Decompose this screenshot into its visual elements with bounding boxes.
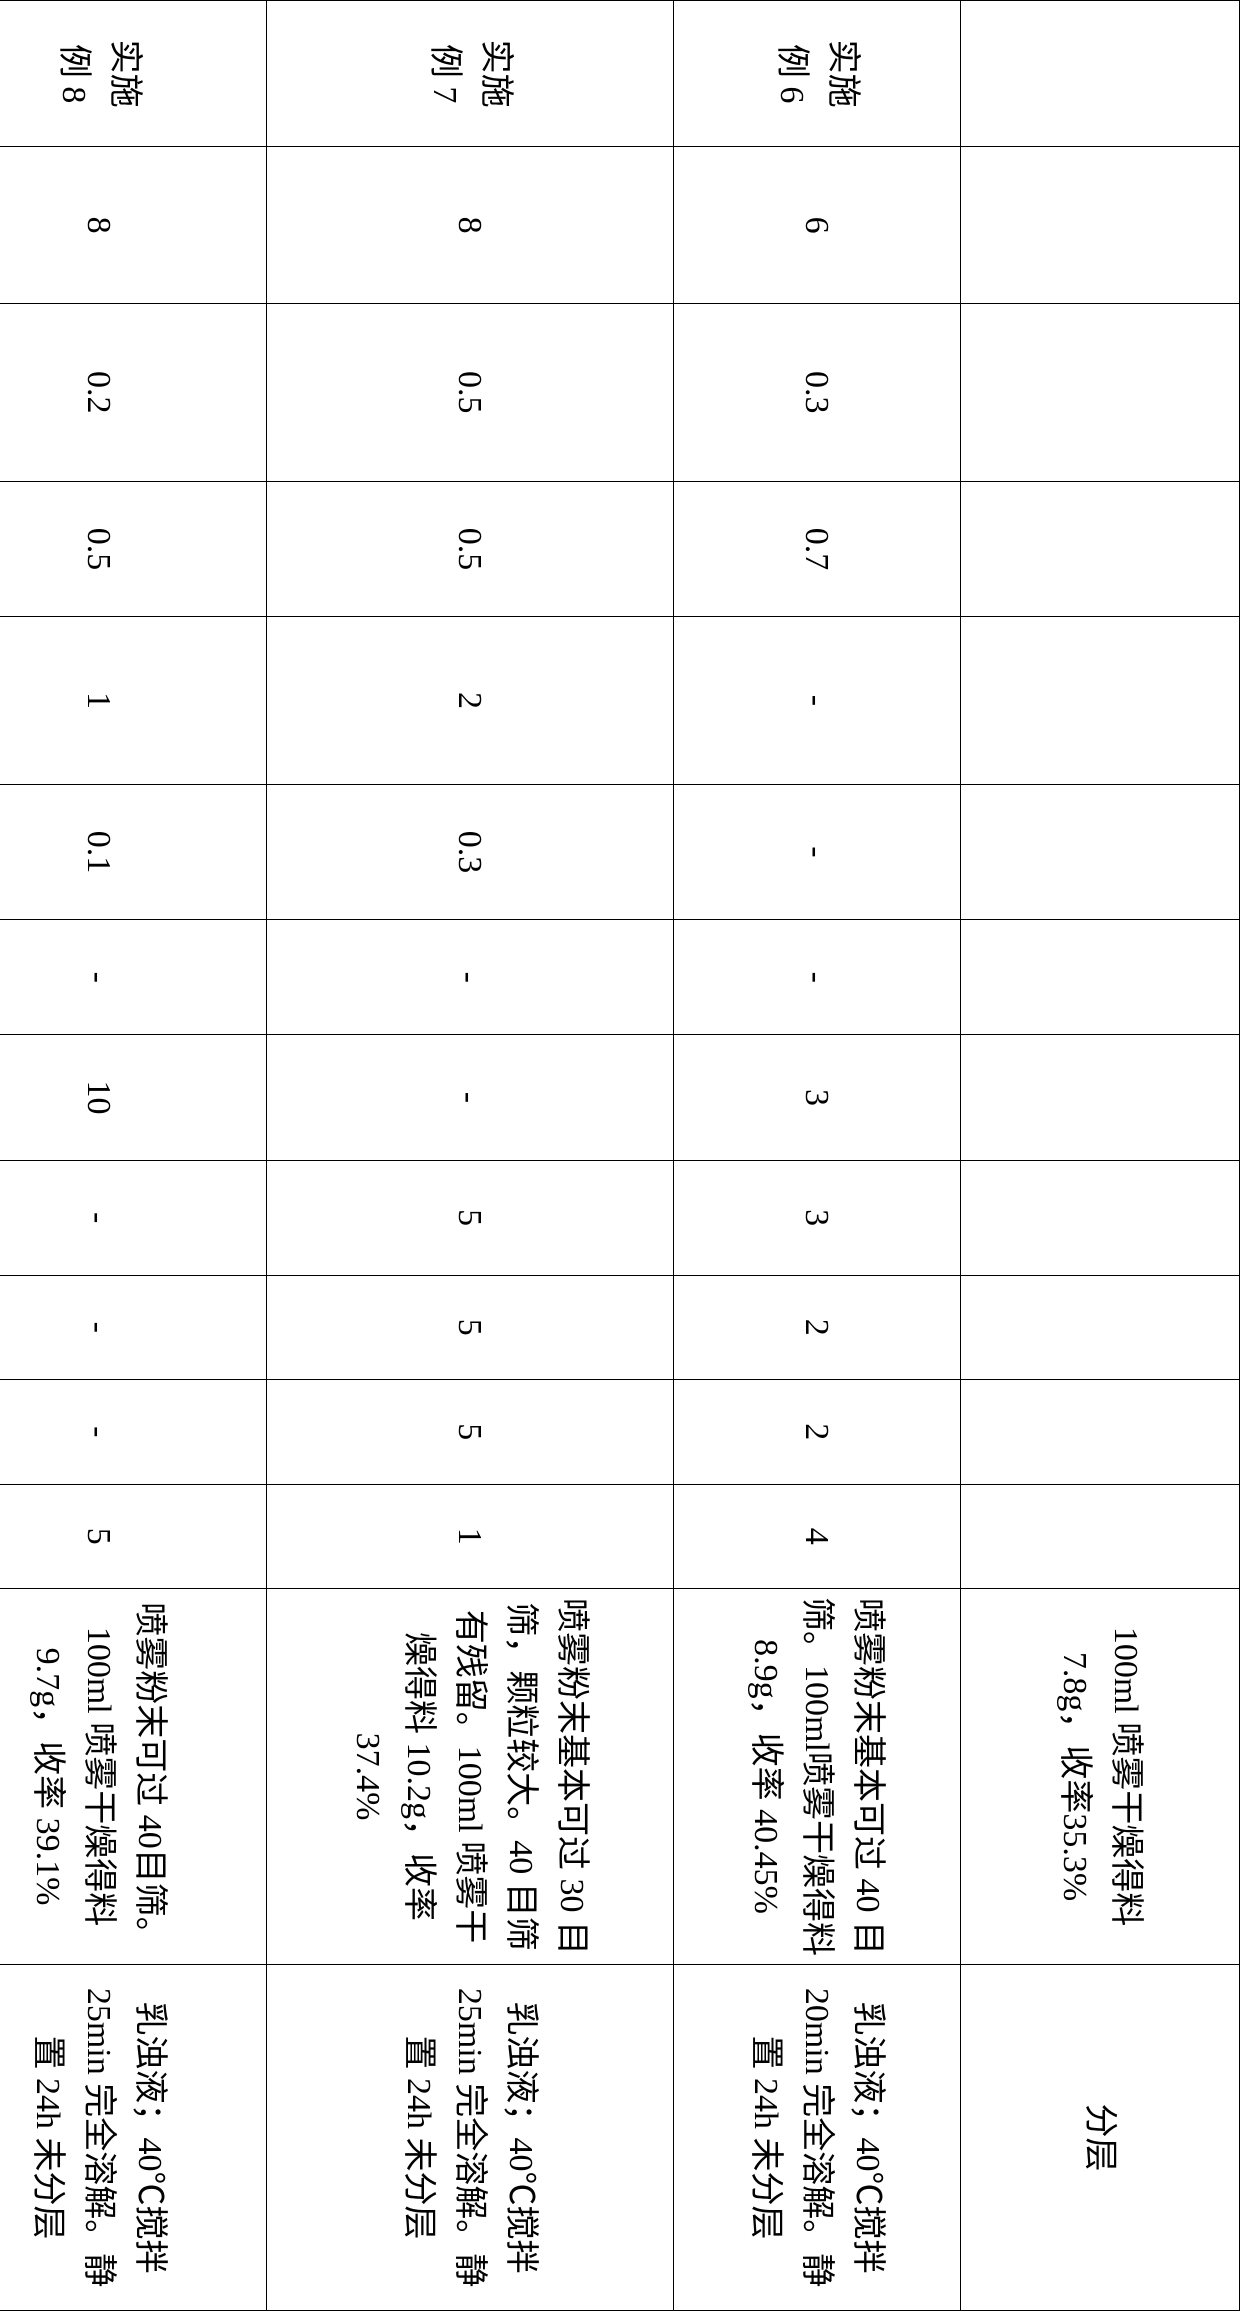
cell-value: - xyxy=(674,920,961,1035)
cell-value: 6 xyxy=(674,147,961,304)
cell-value: 5 xyxy=(0,1484,267,1588)
cell-value: - xyxy=(674,617,961,784)
cell-value: 1 xyxy=(267,1484,674,1588)
cell-blank xyxy=(961,1160,1240,1275)
cell-value: 5 xyxy=(267,1160,674,1275)
cell-value: 8 xyxy=(0,147,267,304)
cell-blank xyxy=(961,147,1240,304)
cell-result: 100ml 喷雾干燥得料 7.8g，收率35.3% xyxy=(961,1588,1240,1964)
cell-result: 喷雾粉末基本可过 30 目筛，颗粒较大。40 目筛有残留。100ml 喷雾干燥得… xyxy=(267,1588,674,1964)
cell-blank xyxy=(961,920,1240,1035)
cell-value: 0.1 xyxy=(0,784,267,920)
cell-blank xyxy=(961,1,1240,147)
label-line2: 例 6 xyxy=(773,44,810,104)
cell-value: - xyxy=(0,1160,267,1275)
label-line1: 实施 xyxy=(477,40,514,108)
cell-row-label: 实施 例 7 xyxy=(267,1,674,147)
label-line2: 例 7 xyxy=(426,44,463,104)
cell-value: 2 xyxy=(674,1275,961,1379)
cell-blank xyxy=(961,1484,1240,1588)
cell-value: 0.5 xyxy=(267,303,674,481)
cell-value: - xyxy=(267,920,674,1035)
cell-value: 0.2 xyxy=(0,303,267,481)
cell-blank xyxy=(961,303,1240,481)
cell-value: 2 xyxy=(674,1380,961,1484)
experiment-table: 100ml 喷雾干燥得料 7.8g，收率35.3% 分层 实施 例 6 6 0.… xyxy=(0,0,1240,2311)
cell-blank xyxy=(961,481,1240,617)
label-line1: 实施 xyxy=(106,40,143,108)
cell-value: 0.5 xyxy=(267,481,674,617)
cell-value: 0.7 xyxy=(674,481,961,617)
cell-value: 10 xyxy=(0,1035,267,1160)
cell-value: 3 xyxy=(674,1160,961,1275)
cell-blank xyxy=(961,1380,1240,1484)
cell-value: 8 xyxy=(267,147,674,304)
cell-row-label: 实施 例 6 xyxy=(674,1,961,147)
cell-value: 1 xyxy=(0,617,267,784)
cell-value: - xyxy=(0,1275,267,1379)
table-row: 100ml 喷雾干燥得料 7.8g，收率35.3% 分层 xyxy=(961,1,1240,2311)
cell-value: 0.3 xyxy=(267,784,674,920)
table-row: 实施 例 7 8 0.5 0.5 2 0.3 - - 5 5 5 1 喷雾粉末基… xyxy=(267,1,674,2311)
table-row: 实施 例 8 8 0.2 0.5 1 0.1 - 10 - - - 5 喷雾粉末… xyxy=(0,1,267,2311)
cell-value: 5 xyxy=(267,1275,674,1379)
cell-value: 0.3 xyxy=(674,303,961,481)
cell-value: 0.5 xyxy=(0,481,267,617)
document-table-wrapper: 100ml 喷雾干燥得料 7.8g，收率35.3% 分层 实施 例 6 6 0.… xyxy=(0,0,1240,2311)
cell-value: - xyxy=(0,1380,267,1484)
cell-blank xyxy=(961,1035,1240,1160)
cell-value: - xyxy=(0,920,267,1035)
cell-value: - xyxy=(674,784,961,920)
cell-observation: 乳浊液；40℃搅拌 25min 完全溶解。静置 24h 未分层 xyxy=(0,1965,267,2311)
cell-blank xyxy=(961,1275,1240,1379)
cell-value: 5 xyxy=(267,1380,674,1484)
cell-result: 喷雾粉末基本可过 40 目筛。100ml喷雾干燥得料8.9g，收率 40.45% xyxy=(674,1588,961,1964)
cell-observation: 分层 xyxy=(961,1965,1240,2311)
cell-observation: 乳浊液；40℃搅拌 25min 完全溶解。静置 24h 未分层 xyxy=(267,1965,674,2311)
cell-value: - xyxy=(267,1035,674,1160)
cell-value: 2 xyxy=(267,617,674,784)
cell-row-label: 实施 例 8 xyxy=(0,1,267,147)
cell-result: 喷雾粉末可过 40目筛。100ml 喷雾干燥得料 9.7g，收率 39.1% xyxy=(0,1588,267,1964)
label-line1: 实施 xyxy=(824,40,861,108)
cell-observation: 乳浊液；40℃搅拌 20min 完全溶解。静置 24h 未分层 xyxy=(674,1965,961,2311)
cell-blank xyxy=(961,784,1240,920)
cell-blank xyxy=(961,617,1240,784)
cell-value: 3 xyxy=(674,1035,961,1160)
table-row: 实施 例 6 6 0.3 0.7 - - - 3 3 2 2 4 喷雾粉末基本可… xyxy=(674,1,961,2311)
cell-value: 4 xyxy=(674,1484,961,1588)
label-line2: 例 8 xyxy=(55,44,92,104)
